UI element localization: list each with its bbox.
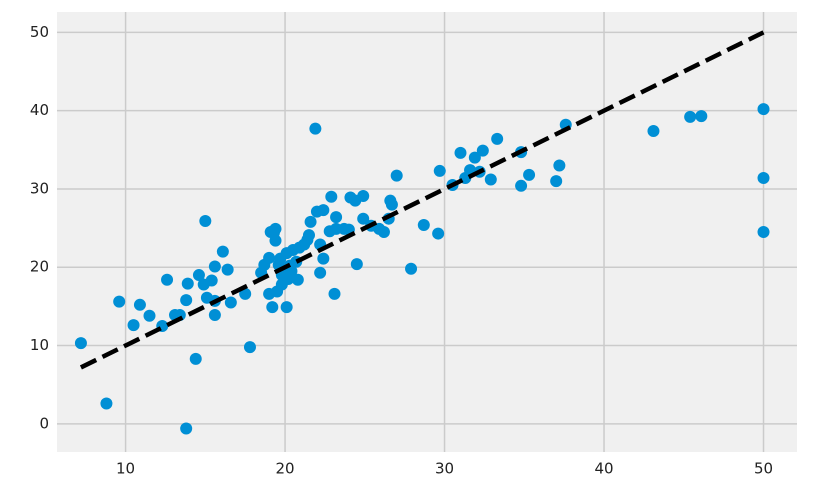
point <box>357 212 370 225</box>
y-tick-label: 10 <box>30 336 49 354</box>
point <box>208 308 221 321</box>
x-tick-label: 30 <box>435 460 454 478</box>
point <box>405 262 418 275</box>
point <box>468 151 481 164</box>
x-tick-label: 50 <box>754 460 773 478</box>
point <box>309 122 322 135</box>
point <box>385 198 398 211</box>
point <box>325 190 338 203</box>
point <box>317 204 330 217</box>
plot-area <box>57 12 797 452</box>
point <box>330 211 343 224</box>
point <box>266 301 279 314</box>
point <box>285 265 298 278</box>
point <box>205 274 218 287</box>
point <box>180 422 193 435</box>
point <box>550 175 563 188</box>
point <box>350 258 363 271</box>
point <box>208 260 221 273</box>
point <box>647 125 660 138</box>
point <box>757 103 770 116</box>
point <box>243 341 256 354</box>
y-tick-label: 0 <box>39 414 49 432</box>
point <box>127 319 140 332</box>
point <box>757 171 770 184</box>
point <box>357 189 370 202</box>
point <box>523 168 536 181</box>
point <box>74 337 87 350</box>
point <box>302 229 315 242</box>
x-tick-label: 10 <box>116 460 135 478</box>
y-tick-label: 20 <box>30 258 49 276</box>
point <box>553 159 566 172</box>
point <box>239 287 252 300</box>
point <box>269 234 282 247</box>
point <box>161 273 174 286</box>
point <box>476 144 489 157</box>
reference-line <box>79 30 765 370</box>
point <box>417 218 430 231</box>
point <box>133 298 146 311</box>
point <box>432 227 445 240</box>
point <box>263 251 276 264</box>
point <box>100 397 113 410</box>
point <box>224 296 237 309</box>
point <box>757 226 770 238</box>
point <box>192 269 205 282</box>
point <box>113 295 126 308</box>
y-tick-label: 40 <box>30 101 49 119</box>
point <box>216 245 229 258</box>
point <box>390 169 403 182</box>
point <box>280 301 293 314</box>
point <box>189 352 202 365</box>
point <box>221 263 234 276</box>
y-tick-label: 50 <box>30 23 49 41</box>
point <box>454 146 467 159</box>
point <box>269 222 282 235</box>
point <box>304 215 317 228</box>
point <box>199 215 212 228</box>
x-tick-label: 40 <box>594 460 613 478</box>
point <box>695 110 708 123</box>
point <box>143 309 156 322</box>
point <box>684 110 697 123</box>
point <box>180 294 193 307</box>
point <box>181 277 194 290</box>
point <box>377 226 390 238</box>
point <box>314 266 327 279</box>
y-tick-label: 30 <box>30 179 49 197</box>
point <box>291 273 304 286</box>
point <box>515 179 528 192</box>
point <box>317 252 330 265</box>
point <box>433 164 446 177</box>
point <box>484 173 497 186</box>
point <box>491 132 504 145</box>
point <box>328 287 341 300</box>
x-tick-label: 20 <box>276 460 295 478</box>
